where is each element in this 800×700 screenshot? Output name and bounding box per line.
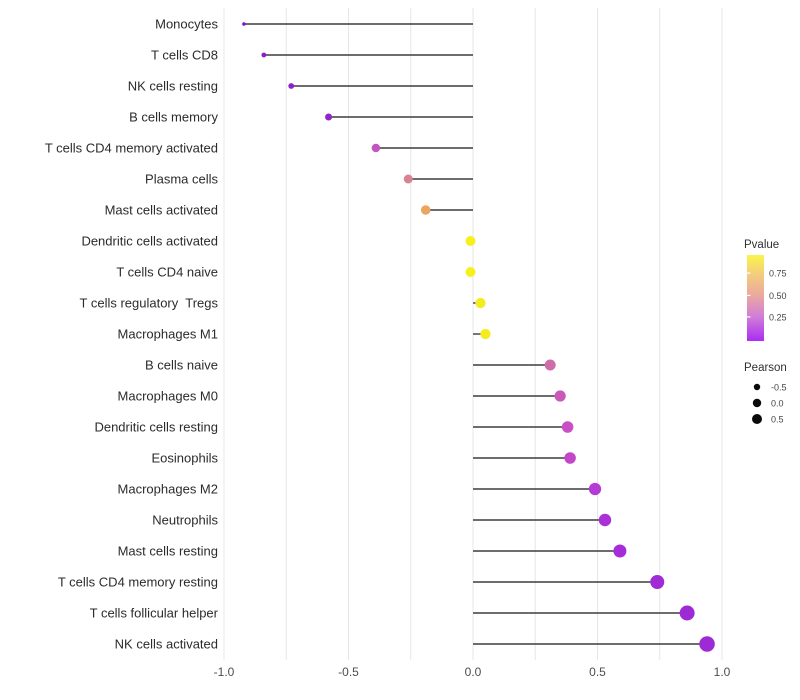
category-label: Mast cells activated — [105, 203, 218, 218]
category-label: Macrophages M2 — [118, 482, 218, 497]
pearson-size-label: -0.5 — [771, 383, 787, 393]
category-label: T cells CD4 memory resting — [58, 575, 218, 590]
category-label: B cells memory — [129, 110, 218, 125]
category-label: Eosinophils — [152, 451, 219, 466]
category-label: T cells regulatory Tregs — [80, 296, 219, 311]
x-axis-tick-label: -0.5 — [338, 665, 359, 679]
category-label: T cells CD4 memory activated — [45, 141, 218, 156]
category-label: T cells follicular helper — [90, 606, 219, 621]
lollipop-dot — [475, 297, 486, 309]
category-label: NK cells activated — [115, 637, 218, 652]
lollipop-dot — [242, 22, 246, 26]
lollipop-dot — [561, 421, 574, 433]
x-axis-tick-label: 0.5 — [589, 665, 606, 679]
category-label: NK cells resting — [128, 79, 218, 94]
lollipop-dot — [261, 52, 267, 58]
pearson-size-label: 0.5 — [771, 415, 784, 425]
lollipop-dot — [403, 174, 413, 184]
pearson-size-label: 0.0 — [771, 399, 784, 409]
pearson-legend-title: Pearson — [744, 362, 787, 374]
lollipop-dot — [288, 83, 295, 89]
pvalue-tick-label: 0.25 — [769, 312, 787, 322]
x-axis-tick-label: 1.0 — [714, 665, 731, 679]
category-label: Dendritic cells resting — [94, 420, 218, 435]
lollipop-dot — [465, 236, 476, 246]
category-label: Macrophages M1 — [118, 327, 218, 342]
category-label: T cells CD8 — [151, 48, 218, 63]
lollipop-dot — [699, 636, 715, 652]
pvalue-tick-label: 0.50 — [769, 291, 787, 301]
lollipop-dot — [564, 452, 576, 464]
lollipop-dot — [480, 328, 491, 340]
pearson-size-dot — [753, 383, 761, 391]
category-label: T cells CD4 naive — [116, 265, 218, 280]
pvalue-gradient-bar — [747, 255, 764, 341]
lollipop-dot — [598, 513, 612, 527]
category-label: Mast cells resting — [118, 544, 218, 559]
lollipop-dot — [554, 390, 566, 402]
lollipop-dot — [679, 605, 695, 621]
category-label: Monocytes — [155, 17, 218, 32]
x-axis-tick-label: -1.0 — [214, 665, 235, 679]
category-label: Plasma cells — [145, 172, 218, 187]
pearson-size-dot — [752, 414, 762, 424]
category-label: Neutrophils — [152, 513, 218, 528]
category-label: B cells naive — [145, 358, 218, 373]
pvalue-legend-title: Pvalue — [744, 239, 779, 251]
lollipop-dot — [371, 143, 381, 153]
lollipop-dot — [325, 113, 333, 121]
x-axis-tick-label: 0.0 — [465, 665, 482, 679]
lollipop-dot — [420, 205, 431, 215]
lollipop-dot — [650, 575, 665, 589]
pvalue-tick-label: 0.75 — [769, 269, 787, 279]
lollipop-dot — [588, 482, 602, 496]
lollipop-dot — [544, 359, 556, 371]
pearson-size-dot — [752, 398, 762, 408]
category-label: Dendritic cells activated — [81, 234, 218, 249]
lollipop-dot — [613, 544, 627, 558]
lollipop-dot — [465, 267, 476, 277]
category-label: Macrophages M0 — [118, 389, 218, 404]
